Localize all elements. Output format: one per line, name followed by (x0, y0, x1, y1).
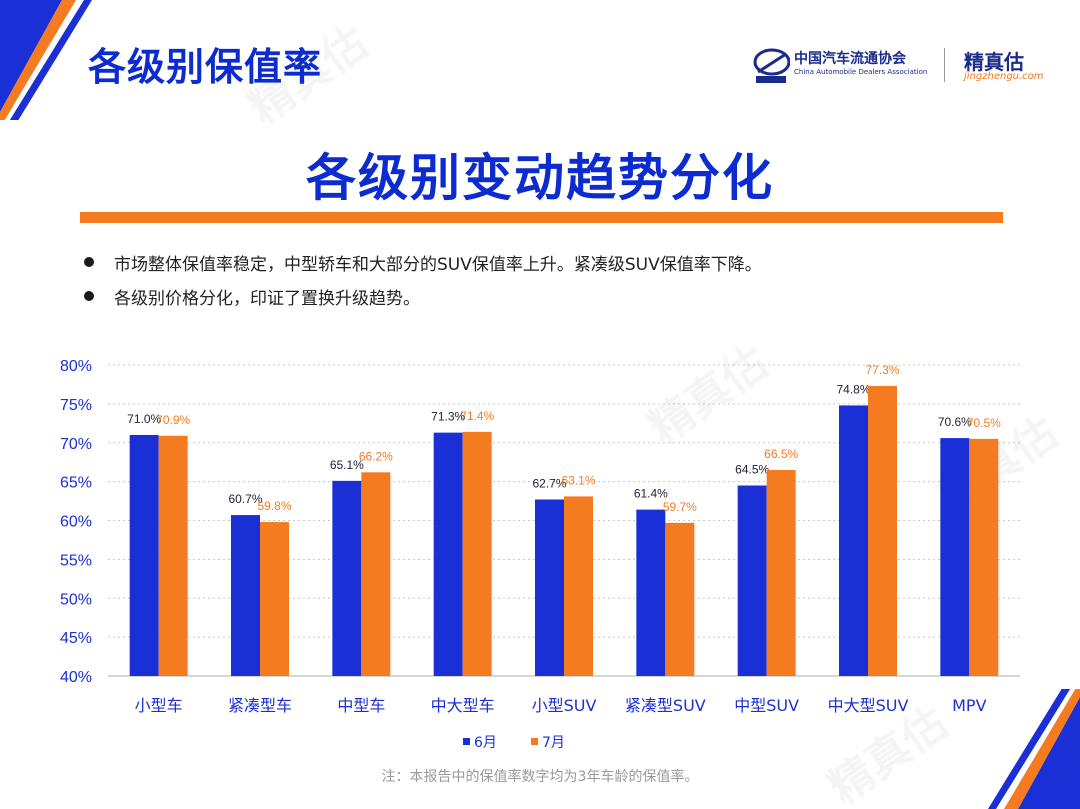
bar-june (231, 515, 260, 676)
data-label-july: 66.2% (359, 449, 393, 463)
data-label-june: 60.7% (228, 492, 262, 506)
section-title: 各级别保值率 (88, 45, 323, 89)
bar-june (433, 432, 463, 676)
bar-july (260, 522, 289, 676)
x-tick-label: MPV (952, 696, 986, 715)
y-tick-label: 50% (60, 591, 92, 608)
data-label-july: 59.8% (257, 499, 291, 513)
data-label-july: 59.7% (663, 500, 697, 514)
bar-june (332, 480, 362, 676)
bar-july (868, 385, 897, 676)
bar-june (839, 405, 868, 676)
y-tick-label: 80% (60, 358, 92, 375)
data-label-july: 71.4% (460, 409, 494, 423)
y-tick-label: 65% (60, 475, 92, 492)
data-label-june: 71.0% (127, 412, 161, 426)
bar-july (361, 472, 391, 676)
corner-stripes-bottom-right (988, 689, 1080, 809)
bullet-dot (84, 291, 94, 301)
main-title: 各级别变动趋势分化 (306, 149, 774, 207)
y-tick-label: 40% (60, 669, 92, 686)
data-label-july: 70.9% (156, 413, 190, 427)
footnote: 注：本报告中的保值率数字均为3年车龄的保值率。 (381, 769, 699, 785)
bar-july (462, 431, 492, 676)
data-label-july: 70.5% (967, 416, 1001, 430)
bar-chart: 80% 75% 70% 65% 60% 55% 50% 45% 40% 71.0%70.9% 小型车… (60, 358, 1020, 751)
legend-swatch-june (463, 738, 470, 745)
x-tick-label: 小型SUV (532, 696, 597, 715)
y-tick-label: 45% (60, 630, 92, 647)
org-name-en: China Automobile Dealers Association (794, 68, 928, 76)
x-tick-label: 中大型SUV (828, 696, 909, 715)
data-label-june: 62.7% (532, 477, 566, 491)
bar-june (129, 434, 159, 676)
bullet-dot (84, 257, 94, 267)
bar-july (158, 435, 188, 676)
bar-july (665, 522, 695, 676)
x-tick-label: 小型车 (135, 696, 183, 715)
brand-name: 精真估 (964, 50, 1024, 74)
bar-july (766, 469, 796, 676)
bar-june (636, 509, 666, 676)
legend-label: 7月 (542, 735, 565, 751)
org-name: 中国汽车流通协会 (794, 51, 906, 67)
y-tick-label: 55% (60, 552, 92, 569)
bar-june (535, 499, 564, 676)
legend-label: 6月 (474, 735, 497, 751)
x-tick-label: 紧凑型SUV (625, 696, 706, 715)
x-tick-label: 中型车 (337, 696, 385, 715)
data-label-june: 70.6% (938, 415, 972, 429)
bar-june (737, 485, 767, 676)
brand-url: jingzhengu.com (964, 71, 1044, 82)
data-label-july: 66.5% (764, 447, 798, 461)
x-tick-label: 中型SUV (734, 696, 799, 715)
bar-june (940, 438, 970, 676)
data-label-july: 77.3% (865, 363, 899, 377)
x-tick-label: 紧凑型车 (228, 696, 292, 715)
y-tick-label: 75% (60, 397, 92, 414)
data-label-june: 71.3% (431, 410, 465, 424)
cada-logo-icon (753, 48, 790, 83)
y-tick-label: 70% (60, 436, 92, 453)
data-label-june: 65.1% (330, 458, 364, 472)
y-tick-label: 60% (60, 514, 92, 531)
data-label-june: 64.5% (735, 463, 769, 477)
logo-divider (944, 48, 945, 82)
x-tick-label: 中大型车 (431, 696, 495, 715)
bar-july (969, 438, 999, 676)
bullet-text: 各级别价格分化，印证了置换升级趋势。 (114, 289, 420, 309)
bullet-text: 市场整体保值率稳定，中型轿车和大部分的SUV保值率上升。紧凑级SUV保值率下降。 (114, 255, 762, 275)
data-label-june: 74.8% (836, 382, 870, 396)
bar-july (564, 496, 593, 676)
data-label-july: 63.1% (561, 473, 595, 487)
legend-swatch-july (531, 738, 538, 745)
logo-group: 中国汽车流通协会 China Automobile Dealers Associ… (752, 44, 1052, 88)
corner-stripes-top-left (0, 0, 92, 120)
data-label-june: 61.4% (634, 487, 668, 501)
title-underline (80, 212, 1003, 223)
